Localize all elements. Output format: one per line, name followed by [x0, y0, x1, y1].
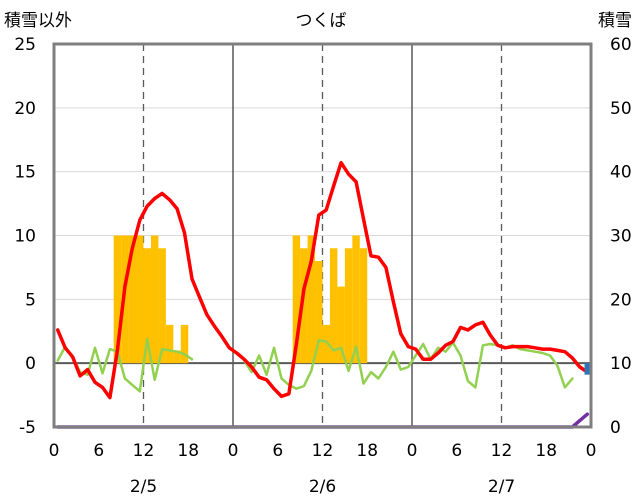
- bars-group: [113, 235, 368, 364]
- bar: [329, 248, 338, 364]
- plot-frame: [52, 42, 593, 429]
- right-tick-label: 40: [610, 163, 632, 183]
- bar: [337, 286, 345, 364]
- right-tick-label: 60: [610, 35, 632, 55]
- x-tick-label: 0: [228, 441, 239, 461]
- bar: [292, 235, 301, 364]
- x-tick-label: 6: [451, 441, 462, 461]
- date-label: 2/5: [130, 477, 157, 497]
- bar: [158, 248, 166, 364]
- date-labels: 2/5 2/6 2/7: [130, 477, 515, 497]
- blue-marker: [584, 363, 591, 375]
- bar: [180, 324, 189, 364]
- right-tick-label: 10: [610, 354, 632, 374]
- bar: [136, 235, 144, 364]
- left-axis-ticks: -5 0 5 10 15 20 25: [14, 35, 36, 438]
- bar: [344, 248, 353, 364]
- bar: [352, 235, 360, 364]
- chart-title: つくば: [296, 11, 347, 31]
- x-tick-label: 18: [535, 441, 557, 461]
- bar: [173, 350, 181, 364]
- right-tick-label: 20: [610, 290, 632, 310]
- bar: [150, 235, 159, 364]
- red-series-line: [55, 160, 590, 400]
- date-label: 2/6: [309, 477, 336, 497]
- bar: [113, 235, 122, 364]
- right-axis-ticks: 0 10 20 30 40 50 60: [610, 35, 632, 438]
- frame-border: [52, 42, 593, 429]
- left-tick-label: 15: [14, 163, 36, 183]
- x-tick-label: 0: [407, 441, 418, 461]
- left-tick-label: 0: [25, 354, 36, 374]
- date-label: 2/7: [488, 477, 515, 497]
- bar: [322, 324, 330, 364]
- bar: [143, 248, 151, 364]
- left-tick-label: 25: [14, 35, 36, 55]
- x-tick-label: 6: [93, 441, 104, 461]
- bar: [300, 248, 308, 364]
- left-tick-label: 20: [14, 99, 36, 119]
- left-tick-label: -5: [19, 418, 36, 438]
- left-tick-label: 5: [25, 290, 36, 310]
- bar: [315, 261, 323, 364]
- x-tick-label: 12: [491, 441, 513, 461]
- x-tick-label: 0: [586, 441, 597, 461]
- x-tick-label: 18: [177, 441, 199, 461]
- x-tick-label: 12: [312, 441, 334, 461]
- left-axis-label: 積雪以外: [4, 11, 72, 31]
- left-tick-label: 10: [14, 227, 36, 247]
- right-tick-label: 50: [610, 99, 632, 119]
- right-tick-label: 0: [610, 418, 621, 438]
- x-axis-ticks: 0 6 12 18 0 6 12 18 0 6 12 18 0: [49, 441, 597, 461]
- bar: [128, 235, 137, 364]
- right-axis-label: 積雪: [598, 11, 632, 31]
- bar: [359, 248, 368, 364]
- bar: [165, 324, 174, 364]
- right-tick-label: 30: [610, 227, 632, 247]
- x-tick-label: 18: [356, 441, 378, 461]
- bar: [307, 235, 316, 364]
- x-tick-label: 12: [133, 441, 155, 461]
- x-tick-label: 0: [49, 441, 60, 461]
- x-tick-label: 6: [272, 441, 283, 461]
